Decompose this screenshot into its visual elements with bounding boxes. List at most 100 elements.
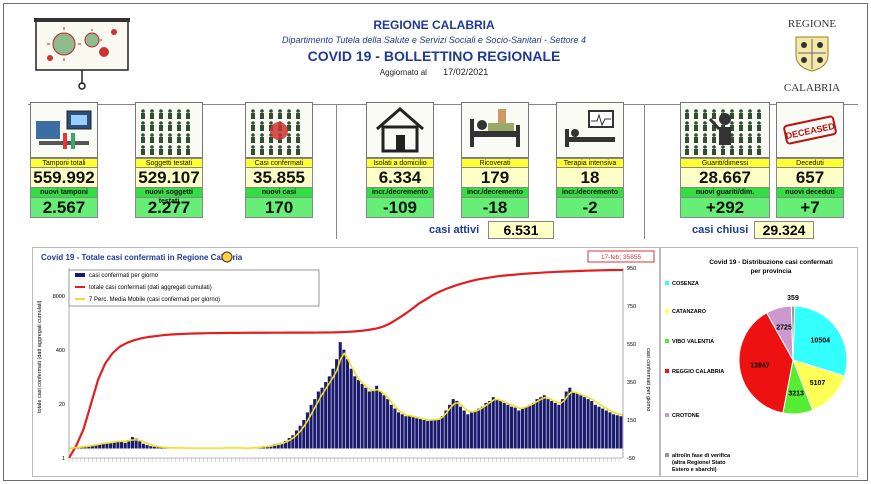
updated-label: Aggiornato al [379,68,427,77]
daily-cases-bar [440,416,444,449]
daily-cases-bar [105,442,109,449]
daily-cases-bar [400,414,404,449]
daily-cases-bar [138,441,142,449]
daily-cases-bar [152,446,156,449]
right-axis-label: casi confermati per giorno [645,348,651,411]
daily-cases-bar [389,404,393,449]
daily-cases-bar [466,414,470,449]
daily-cases-bar [604,410,608,449]
daily-cases-bar [426,420,430,449]
region-badge-icon [221,251,233,263]
virus-logo-icon [34,18,130,90]
pie-slice [738,312,794,414]
nuovi-guariti-value: +292 [680,198,770,218]
ricoverati-label: Ricoverati [461,158,529,168]
confermati-label: Casi confermati [245,158,313,168]
isolati-label: Isolati a domicilio [366,158,434,168]
isolati-delta-value: -109 [366,198,434,218]
daily-cases-bar [429,420,433,449]
card-tamponi: Tamponi totali 559.992 nuovi tamponi 2.5… [30,102,98,218]
daily-cases-bar [477,408,481,449]
daily-cases-bar [448,404,452,449]
daily-cases-bar [116,440,120,449]
soggetti-label: Soggetti testati [135,158,203,168]
callout-box [587,250,655,263]
deceased-stamp-icon: DECEASED [776,102,844,158]
left-tick-label: 1 [62,456,65,462]
isolati-value: 6.334 [366,168,434,188]
daily-cases-bar [517,410,521,449]
card-soggetti: Soggetti testati 529.107 nuovi soggetti … [135,102,203,218]
daily-cases-bar [112,441,116,449]
daily-cases-bar [612,414,616,449]
daily-cases-bar [335,359,339,449]
nuovi-tamponi-label: nuovi tamponi [30,188,98,198]
daily-cases-bar [160,447,164,449]
daily-cases-bar [320,387,324,449]
cases-chart-title: Covid 19 - Totale casi confermati in Reg… [41,253,243,262]
people-grid-icon [135,102,203,158]
casi-attivi-label: casi attivi [429,224,480,236]
update-line: Aggiornato al 17/02/2021 [254,67,614,77]
legend-swatch [665,413,669,417]
logo-top-text: REGIONE [787,18,837,30]
daily-cases-bar [393,408,397,449]
daily-cases-bar [109,443,113,449]
updated-date: 17/02/2021 [443,67,489,77]
province-legend-label: VIBO VALENTIA [672,339,714,345]
daily-cases-bar [488,401,492,449]
pie-value-label: 3213 [788,390,804,397]
tamponi-value: 559.992 [30,168,98,188]
daily-cases-bar [404,416,408,449]
nuovi-deceduti-value: +7 [776,198,844,218]
daily-cases-bar [287,438,291,449]
daily-cases-bar [418,419,422,449]
cases-legend: casi confermati per giorno totale casi c… [68,269,320,307]
pie-value-label: 2725 [776,325,792,332]
guariti-value: 28.667 [680,168,770,188]
province-legend-label: COSENZA [672,281,699,287]
daily-cases-bar [364,387,368,449]
left-axis-label: totale casi confermati (dati aggregati c… [37,300,43,413]
nuovi-casi-label: nuovi casi [245,188,313,198]
daily-cases-bar [294,430,299,449]
daily-cases-bar [349,368,353,449]
daily-cases-bar [313,399,317,449]
daily-cases-bar [273,444,277,449]
daily-cases-bar [561,399,565,449]
daily-cases-bar [499,401,503,449]
daily-cases-bar [506,404,510,449]
province-chart: Covid 19 - Distribuzione casi confermati… [660,247,858,477]
daily-cases-bar [356,380,360,449]
icu-monitor-icon [556,102,624,158]
divider-1 [336,104,337,239]
daily-cases-bar [451,399,455,449]
daily-cases-bar [407,415,412,449]
daily-cases-bar [269,445,273,449]
region-logo: REGIONE CALABRIA [772,18,852,94]
daily-cases-bar [371,389,375,449]
infected-people-icon [245,102,313,158]
daily-cases-bar [346,359,350,449]
daily-cases-bar [528,404,532,449]
daily-cases-bar [149,446,153,449]
ricoverati-delta-value: -18 [461,198,529,218]
daily-cases-bar [141,443,145,449]
nuovi-deceduti-label: nuovi deceduti [776,188,844,198]
daily-cases-bar [510,406,514,449]
daily-cases-bar [397,412,401,449]
daily-cases-bar [557,404,561,449]
daily-cases-bar [342,349,346,449]
casi-chiusi-label: casi chiusi [692,224,749,236]
daily-cases-bar [309,404,313,449]
recovered-people-icon [680,102,770,158]
legend-bars: casi confermati per giorno [89,273,159,279]
daily-cases-bar [83,446,87,449]
right-tick-label: -50 [627,456,635,462]
daily-cases-bar [338,342,342,449]
right-tick-label: 550 [627,342,636,348]
isolati-delta-label: incr./decremento [366,188,434,198]
daily-cases-bar [276,443,280,449]
daily-cases-bar [571,391,576,449]
card-terapia: Terapia intensiva 18 incr./decremento -2 [556,102,624,218]
